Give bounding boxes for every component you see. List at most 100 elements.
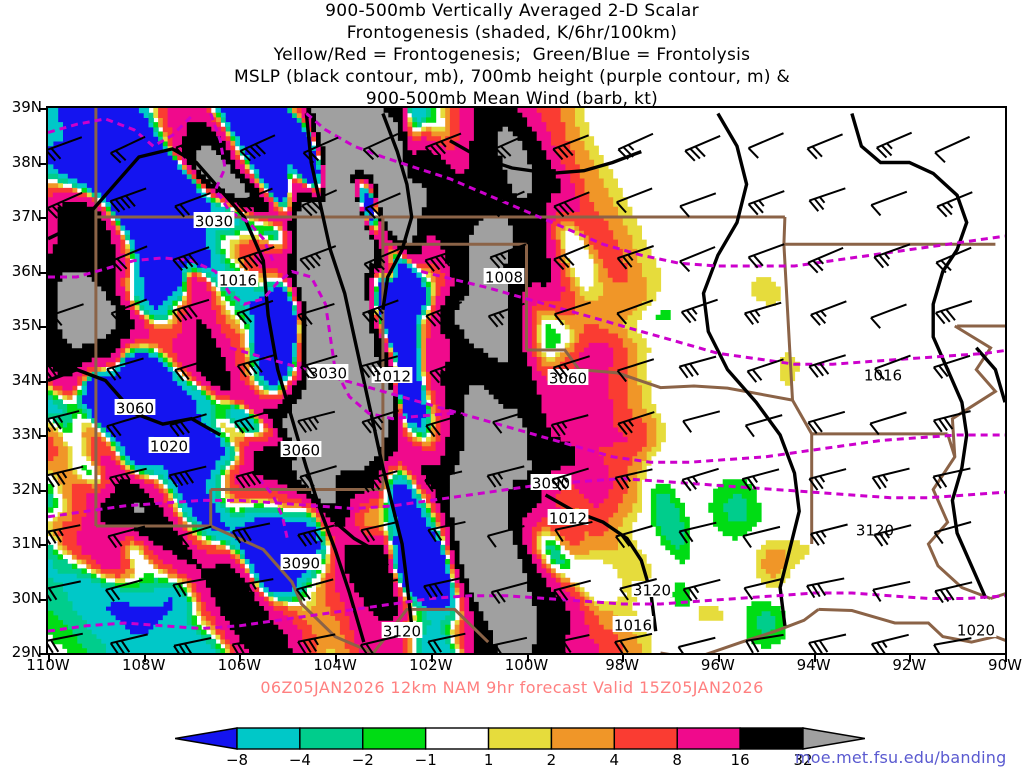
wind-barb	[300, 354, 338, 379]
wind-barb	[105, 578, 143, 602]
barb-full	[48, 426, 52, 433]
barb-full	[365, 643, 374, 653]
wind-barb	[429, 358, 467, 384]
barb-full	[247, 254, 259, 267]
barb-full	[490, 591, 501, 604]
wind-barb	[297, 302, 335, 327]
wind-barb	[741, 468, 780, 491]
wind-barb	[424, 470, 463, 493]
barb-full	[236, 312, 247, 325]
barb-full	[359, 644, 368, 653]
colorbar-block-7[interactable]	[676, 727, 741, 750]
barb-full	[429, 144, 441, 157]
wind-barb	[869, 411, 907, 436]
barb-full	[237, 258, 248, 271]
barb-full	[432, 528, 443, 541]
barb-full	[938, 364, 949, 378]
barb-full	[616, 312, 628, 325]
colorbar-block-1[interactable]	[299, 727, 364, 750]
barb-full	[430, 313, 442, 325]
barb-full	[360, 365, 371, 379]
wind-barb	[617, 411, 655, 436]
wind-barb	[231, 522, 271, 544]
barb-full	[551, 642, 560, 653]
barb-full	[809, 533, 820, 546]
wind-barb	[617, 132, 654, 160]
barb-full	[237, 643, 245, 653]
height-contour-line	[229, 346, 1005, 464]
barb-full	[109, 642, 119, 653]
barb-half	[884, 531, 891, 539]
barb-full	[48, 643, 54, 653]
wind-barb	[870, 190, 908, 217]
barb-full	[242, 256, 254, 269]
barb-half	[375, 583, 382, 591]
wind-barb	[48, 410, 80, 433]
barb-full	[362, 148, 375, 161]
map-plot-area[interactable]: 1008101610121020101210161016101610203030…	[46, 106, 1007, 655]
colorbar-block-4[interactable]	[487, 727, 553, 750]
barb-full	[491, 473, 502, 487]
barb-full	[750, 639, 760, 653]
colorbar-block-5[interactable]	[550, 727, 616, 750]
barb-full	[940, 259, 952, 272]
barb-full	[616, 257, 628, 270]
colorbar-block-6[interactable]	[613, 727, 678, 750]
chart-title-block: 900-500mb Vertically Averaged 2-D Scalar…	[0, 0, 1024, 110]
barb-full	[174, 205, 185, 218]
barb-full	[495, 147, 507, 159]
barb-full	[614, 641, 624, 653]
contour-labels: 1008101610121020101210161016101610203030…	[114, 212, 997, 641]
wind-barb	[873, 243, 911, 269]
barb-shaft	[869, 411, 907, 425]
wind-barb	[870, 633, 909, 653]
barb-full	[428, 584, 438, 598]
barb-full	[684, 150, 696, 162]
barb-full	[180, 145, 192, 157]
barb-full	[48, 260, 56, 271]
barb-full	[558, 256, 570, 269]
map-canvas: 1008101610121020101210161016101610203030…	[48, 108, 1005, 653]
barb-full	[175, 147, 187, 159]
colorbar-block-0[interactable]	[236, 727, 301, 750]
barb-full	[939, 589, 950, 602]
barb-full	[313, 530, 323, 543]
height-contour-label: 3120	[631, 581, 673, 600]
barb-full	[876, 642, 886, 653]
colorbar-extend-high[interactable]	[802, 727, 865, 750]
y-tick-label: 30N	[11, 588, 42, 607]
barb-full	[235, 475, 246, 489]
wind-barb	[106, 414, 144, 438]
label-halo	[371, 367, 413, 383]
barb-full	[488, 205, 501, 218]
barb-full	[116, 258, 128, 270]
wind-barb	[174, 525, 212, 550]
wind-barb	[235, 578, 274, 599]
height-contour-label: 3060	[114, 399, 156, 418]
barb-full	[241, 310, 253, 323]
colorbar-block-8[interactable]	[739, 727, 804, 750]
barb-full	[241, 199, 253, 212]
colorbar-extend-low[interactable]	[175, 727, 238, 750]
mslp-contour-label: 1016	[862, 366, 904, 385]
colorbar[interactable]: −8 −4 −2 −1 1 2 4 8 16 32	[175, 724, 865, 768]
barb-full	[936, 205, 948, 218]
barb-half	[190, 141, 198, 149]
barb-full	[239, 419, 250, 433]
wind-barb	[48, 191, 83, 219]
wind-barb	[932, 354, 971, 379]
barb-full	[878, 532, 889, 546]
colorbar-block-3[interactable]	[424, 727, 490, 750]
barb-full	[614, 477, 624, 490]
colorbar-block-2[interactable]	[362, 727, 427, 750]
contour-label-text: 1020	[150, 438, 188, 456]
barb-full	[183, 642, 193, 653]
mslp-contour-line	[975, 346, 1005, 403]
barb-full	[305, 364, 316, 377]
barb-half	[820, 530, 827, 538]
x-tick-label: 108W	[121, 656, 166, 674]
barb-full	[424, 479, 434, 493]
barb-full	[622, 255, 633, 268]
wind-barb	[809, 523, 848, 546]
label-halo	[381, 622, 423, 638]
